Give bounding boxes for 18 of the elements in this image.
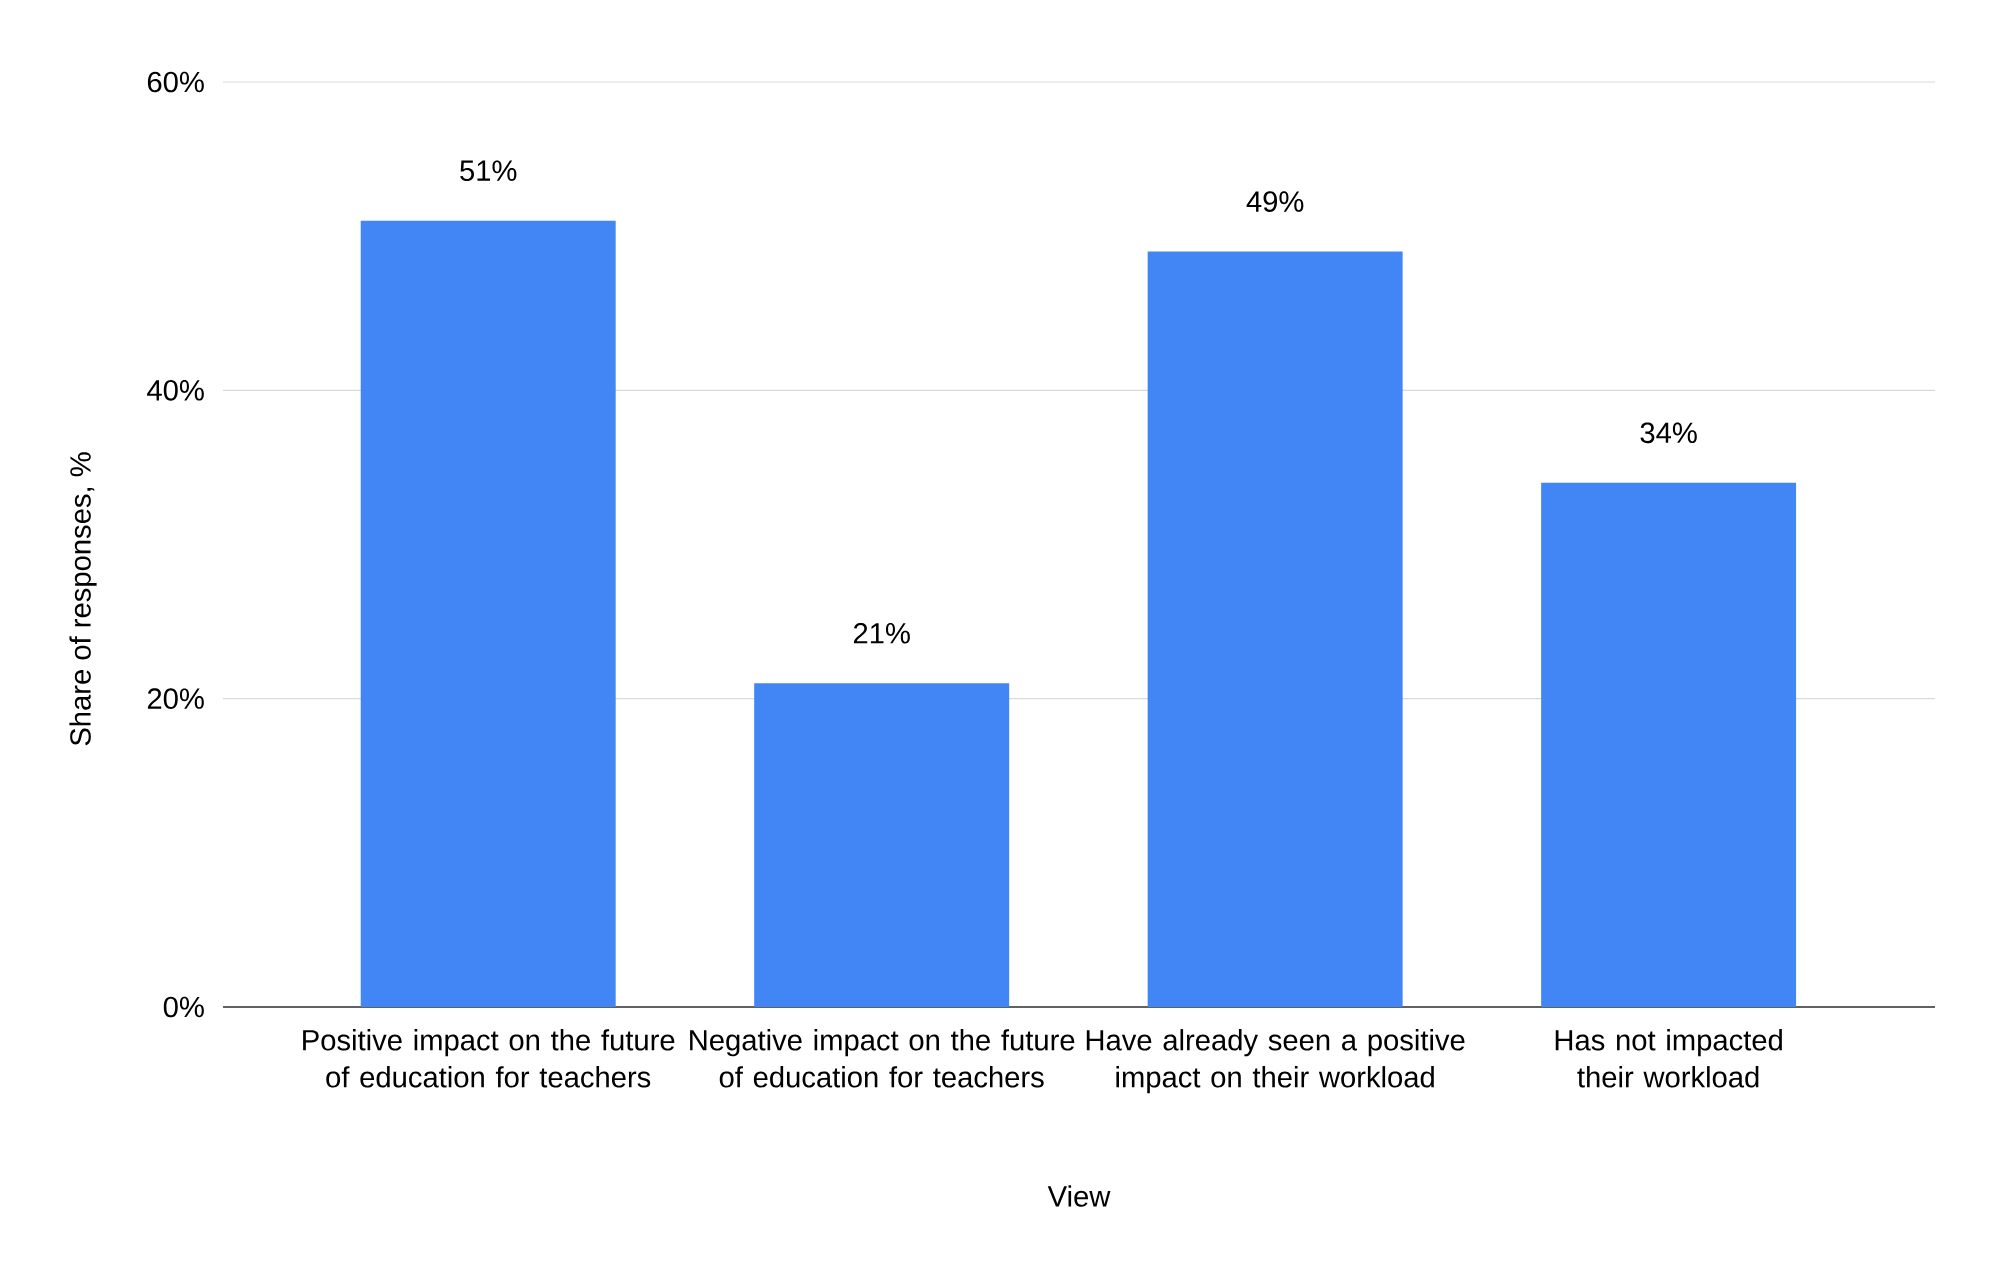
- x-tick-label: Negative impact on the future of education for teachers: [690, 1029, 1075, 1088]
- x-tick-label: Have already seen a positive impact on their workload: [1086, 1029, 1465, 1094]
- y-tick-label: 60%: [147, 71, 204, 93]
- y-tick-label: 20%: [147, 688, 204, 709]
- data-label: 34%: [1640, 422, 1697, 444]
- y-axis-title: Share of responses, %: [69, 452, 97, 746]
- data-label: 49%: [1246, 191, 1304, 212]
- bar: [360, 220, 616, 1007]
- data-label: 21%: [853, 622, 910, 644]
- bar: [754, 683, 1010, 1007]
- bar: [1147, 251, 1403, 1007]
- x-tick-label: Positive impact on the future of education for teachers: [303, 1029, 675, 1088]
- x-tick-label: Has not impacted their workload: [1555, 1029, 1782, 1088]
- x-axis-title: View: [1047, 1185, 1111, 1207]
- data-label: 51%: [460, 160, 517, 182]
- bar: [1541, 482, 1797, 1007]
- y-tick-label: 0%: [163, 996, 204, 1018]
- y-tick-label: 40%: [147, 379, 204, 401]
